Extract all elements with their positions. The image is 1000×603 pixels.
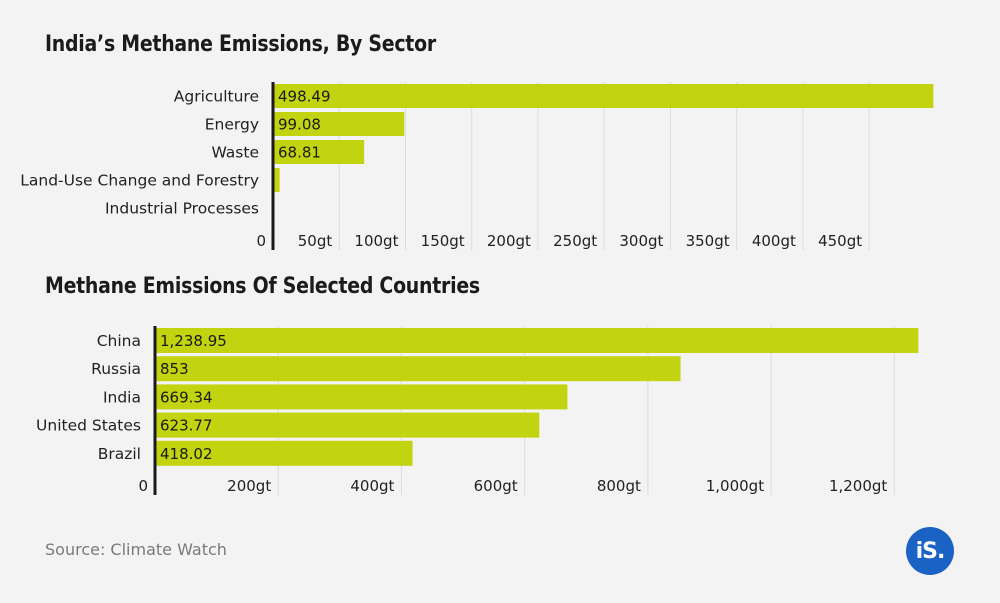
x-tick-label: 450gt — [818, 232, 862, 250]
value-label: 68.81 — [278, 144, 321, 162]
x-tick-label: 800gt — [597, 477, 641, 495]
category-label: China — [97, 332, 141, 350]
chart-title-countries: Methane Emissions Of Selected Countries — [45, 274, 480, 299]
category-label: Brazil — [98, 445, 141, 463]
x-tick-label: 200gt — [227, 477, 271, 495]
x-tick-label: 400gt — [752, 232, 796, 250]
source-note: Source: Climate Watch — [45, 540, 227, 559]
category-label: United States — [36, 417, 141, 435]
bar — [155, 440, 413, 466]
value-label: 99.08 — [278, 116, 321, 134]
value-label: 1,238.95 — [160, 332, 227, 350]
bar — [155, 412, 540, 438]
bar — [155, 356, 681, 382]
category-label: India — [103, 388, 141, 406]
value-label: 418.02 — [160, 445, 213, 463]
category-label: Energy — [205, 116, 259, 134]
bar — [273, 168, 280, 192]
bar — [155, 384, 568, 410]
bar — [273, 140, 365, 164]
x-tick-label: 150gt — [421, 232, 465, 250]
category-label: Land-Use Change and Forestry — [20, 172, 259, 190]
category-label: Russia — [91, 360, 141, 378]
x-tick-label: 200gt — [487, 232, 531, 250]
x-tick-label: 600gt — [474, 477, 518, 495]
x-tick-label: 1,200gt — [829, 477, 887, 495]
value-label: 623.77 — [160, 417, 213, 435]
x-tick-label: 350gt — [686, 232, 730, 250]
x-tick-label: 100gt — [354, 232, 398, 250]
x-tick-label: 1,000gt — [706, 477, 764, 495]
x-tick-label: 250gt — [553, 232, 597, 250]
x-tick-label: 50gt — [298, 232, 333, 250]
x-tick-label: 0 — [138, 477, 148, 495]
x-tick-label: 400gt — [350, 477, 394, 495]
x-tick-label: 0 — [256, 232, 266, 250]
category-label: Industrial Processes — [105, 200, 259, 218]
brand-logo: iS. — [906, 527, 954, 575]
chart-title-sectors: India’s Methane Emissions, By Sector — [45, 32, 436, 57]
bar — [155, 328, 919, 353]
value-label: 853 — [160, 360, 189, 378]
x-tick-label: 300gt — [619, 232, 663, 250]
category-label: Waste — [211, 144, 259, 162]
value-label: 669.34 — [160, 388, 213, 406]
bar — [273, 84, 934, 108]
value-label: 498.49 — [278, 88, 331, 106]
bar — [273, 112, 405, 136]
category-label: Agriculture — [174, 88, 259, 106]
